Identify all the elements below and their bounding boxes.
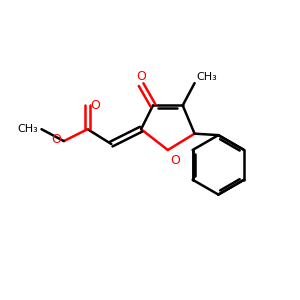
Text: O: O (90, 99, 100, 112)
Text: O: O (136, 70, 146, 83)
Text: CH₃: CH₃ (17, 124, 38, 134)
Text: O: O (170, 154, 180, 166)
Text: O: O (52, 133, 61, 146)
Text: CH₃: CH₃ (196, 72, 217, 82)
